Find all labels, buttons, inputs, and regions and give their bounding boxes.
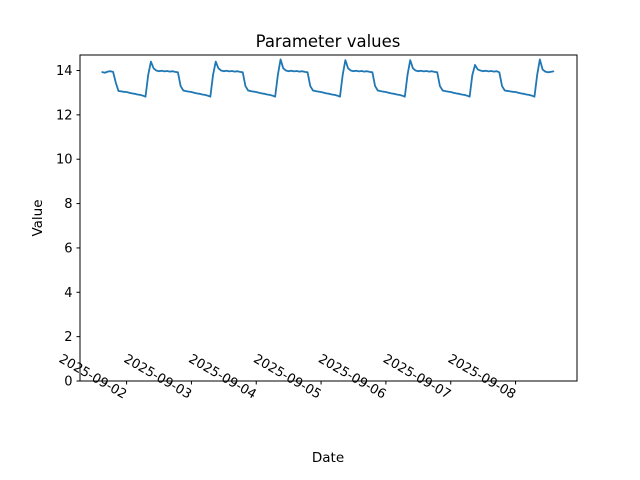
x-axis-label: Date bbox=[312, 450, 344, 466]
y-tick-label: 4 bbox=[64, 286, 72, 301]
series-group bbox=[101, 58, 555, 98]
series-line bbox=[101, 58, 555, 98]
y-tick-label: 10 bbox=[56, 153, 73, 168]
y-tick-label: 6 bbox=[64, 241, 72, 256]
chart-title: Parameter values bbox=[256, 32, 401, 51]
y-axis-ticks: 0 2 4 6 8 10 12 14 bbox=[56, 64, 80, 390]
plot-area-border bbox=[79, 54, 578, 382]
y-tick-label: 0 bbox=[64, 375, 72, 390]
y-tick-label: 14 bbox=[56, 64, 73, 79]
y-axis-label: Value bbox=[30, 199, 46, 236]
y-tick-label: 12 bbox=[56, 108, 73, 123]
y-tick-label: 2 bbox=[64, 330, 72, 345]
y-tick-label: 8 bbox=[64, 197, 72, 212]
